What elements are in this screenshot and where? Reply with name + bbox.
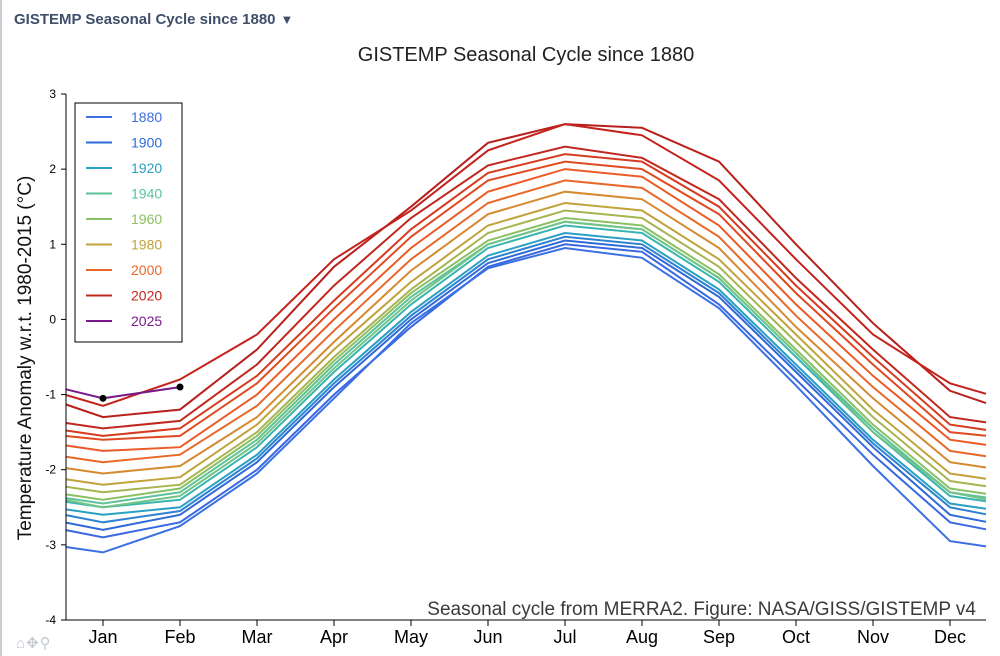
y-tick-label: 0 [49, 312, 56, 326]
x-tick-label: Mar [242, 627, 273, 647]
y-axis: -4 -3 -2 -1 0 1 2 3 [45, 87, 67, 627]
series-line-1990 [65, 190, 987, 475]
series-line-2025 [65, 386, 181, 400]
x-tick-label: Feb [164, 627, 195, 647]
y-tick-label: 2 [49, 162, 56, 176]
x-tick-label: Jun [473, 627, 502, 647]
legend-box [74, 102, 183, 343]
series-line-2005 [65, 168, 987, 452]
x-tick-label: Sep [703, 627, 735, 647]
zoom-icon[interactable]: ⚲ [39, 635, 51, 652]
series-line-2000 [65, 179, 987, 464]
x-tick-label: Jan [88, 627, 117, 647]
chart-selector-dropdown[interactable]: GISTEMP Seasonal Cycle since 1880 ▼ [14, 9, 293, 29]
series-line-2023 [65, 123, 987, 419]
legend-label-1880: 1880 [131, 109, 162, 125]
y-tick-label: 1 [49, 237, 56, 251]
series-line-1950 [65, 220, 987, 509]
legend-label-2020: 2020 [131, 288, 162, 304]
plot-toolbar: ⌂ ✥ ⚲ [16, 634, 51, 654]
y-tick-label: -4 [45, 613, 56, 627]
x-tick-label: Dec [934, 627, 966, 647]
x-tick-label: May [394, 627, 428, 647]
home-icon[interactable]: ⌂ [16, 635, 26, 652]
y-tick-label: -1 [45, 388, 56, 402]
dropdown-caret-icon: ▼ [280, 11, 294, 27]
chart-selector-label: GISTEMP Seasonal Cycle since 1880 [14, 10, 276, 28]
legend-label-1960: 1960 [131, 211, 162, 227]
series-line-1880 [65, 243, 987, 539]
legend-label-1940: 1940 [131, 186, 162, 202]
legend-label-2000: 2000 [131, 262, 162, 278]
marker-2025-0 [99, 394, 107, 402]
series-line-1920 [65, 231, 987, 516]
series-line-2015 [65, 153, 987, 437]
x-tick-label: Jul [553, 627, 576, 647]
x-tick-label: Apr [320, 627, 348, 647]
y-tick-label: -3 [45, 538, 56, 552]
series-line-1890 [65, 246, 987, 554]
series-line-2010 [65, 160, 987, 441]
marker-2025-1 [176, 383, 184, 391]
series-lines [65, 123, 987, 554]
chart-title: GISTEMP Seasonal Cycle since 1880 [358, 44, 694, 66]
series-line-2024 [65, 123, 987, 407]
y-tick-label: 3 [49, 87, 56, 101]
x-tick-label: Nov [857, 627, 889, 647]
pan-icon[interactable]: ✥ [26, 635, 39, 652]
legend-label-1980: 1980 [131, 237, 162, 253]
y-axis-label: Temperature Anomaly w.r.t. 1980-2015 (°C… [15, 176, 36, 541]
y-tick-label: -2 [45, 463, 56, 477]
legend-label-1920: 1920 [131, 160, 162, 176]
legend-label-1900: 1900 [131, 135, 162, 151]
series-line-1980 [65, 201, 987, 486]
series-line-1960 [65, 216, 987, 501]
x-tick-label: Aug [626, 627, 658, 647]
series-line-2020 [65, 145, 987, 430]
x-axis: Jan Feb Mar Apr May Jun Jul Aug Sep Oct Nov Dec [66, 619, 986, 647]
series-line-1910 [65, 235, 987, 524]
series-line-1900 [65, 239, 987, 531]
legend: 1880 1900 1920 1940 1960 1980 2000 2020 2025 [74, 102, 183, 343]
left-border [0, 0, 2, 656]
x-tick-label: Oct [782, 627, 810, 647]
series-line-1970 [65, 209, 987, 494]
legend-label-2025: 2025 [131, 313, 162, 329]
source-annotation: Seasonal cycle from MERRA2. Figure: NASA… [427, 599, 976, 620]
